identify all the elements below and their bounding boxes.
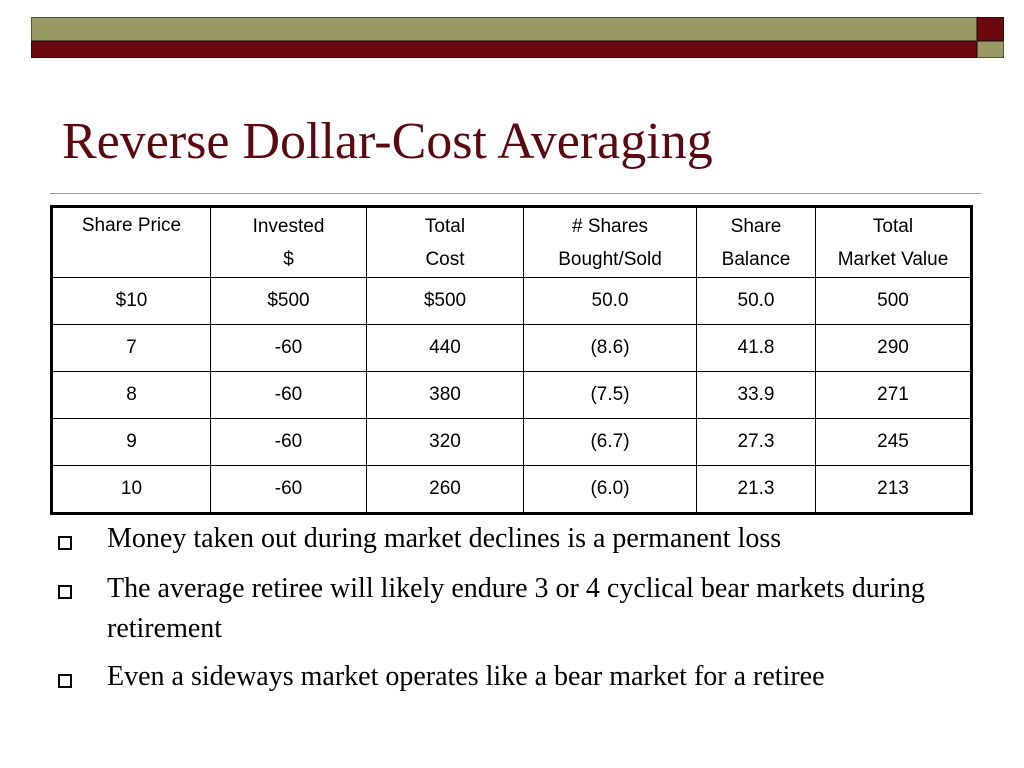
table-cell: 41.8 xyxy=(696,324,816,372)
slide-title: Reverse Dollar-Cost Averaging xyxy=(62,113,713,170)
table-cell: 320 xyxy=(366,418,524,466)
table-cell: -60 xyxy=(210,371,367,419)
table-cell: (7.5) xyxy=(523,371,697,419)
table-row: $10 $500 $500 50.0 50.0 500 xyxy=(51,277,972,325)
table-cell: -60 xyxy=(210,324,367,372)
col-header-line: $ xyxy=(283,248,294,270)
header-bar-olive xyxy=(31,17,977,41)
table-cell: 10 xyxy=(51,465,211,514)
table-cell: 213 xyxy=(815,465,972,514)
header-corner-square-olive xyxy=(977,41,1004,58)
data-table: Share Price Invested $ Total Cost # Shar… xyxy=(50,205,973,515)
table-cell: 7 xyxy=(51,324,211,372)
col-header-invested: Invested $ xyxy=(210,206,367,278)
col-header-total-cost: Total Cost xyxy=(366,206,524,278)
table-cell: (6.7) xyxy=(523,418,697,466)
col-header-line: # Shares xyxy=(571,215,649,237)
table-cell: $500 xyxy=(366,277,524,325)
title-divider xyxy=(50,193,981,194)
bullet-item: Even a sideways market operates like a b… xyxy=(58,658,998,696)
table-row: 9 -60 320 (6.7) 27.3 245 xyxy=(51,418,972,466)
table-row: 10 -60 260 (6.0) 21.3 213 xyxy=(51,465,972,514)
table-cell: 33.9 xyxy=(696,371,816,419)
header-bar-maroon xyxy=(31,41,977,58)
col-header-line: Balance xyxy=(721,248,791,270)
col-header-line: Share Price xyxy=(81,215,182,236)
col-header-line: Share xyxy=(730,215,782,237)
table-cell: $500 xyxy=(210,277,367,325)
bullet-text: The average retiree will likely endure 3… xyxy=(107,573,925,644)
table-cell: 50.0 xyxy=(523,277,697,325)
table-cell: 9 xyxy=(51,418,211,466)
hollow-square-bullet-icon xyxy=(58,674,72,688)
table-cell: 50.0 xyxy=(696,277,816,325)
col-header-total-market-value: Total Market Value xyxy=(815,206,972,278)
bullet-text: Money taken out during market declines i… xyxy=(107,523,782,554)
table-cell: 271 xyxy=(815,371,972,419)
bullet-item: The average retiree will likely endure 3… xyxy=(58,569,998,649)
col-header-line: Total xyxy=(424,215,466,237)
table-cell: (6.0) xyxy=(523,465,697,514)
col-header-line: Market Value xyxy=(837,248,949,270)
hollow-square-bullet-icon xyxy=(58,585,72,599)
table-cell: 27.3 xyxy=(696,418,816,466)
table-cell: 21.3 xyxy=(696,465,816,514)
table-cell: (8.6) xyxy=(523,324,697,372)
table-cell: 8 xyxy=(51,371,211,419)
col-header-share-price: Share Price xyxy=(51,206,211,278)
table-row: 7 -60 440 (8.6) 41.8 290 xyxy=(51,324,972,372)
col-header-line: Invested xyxy=(252,215,325,237)
table-cell: -60 xyxy=(210,418,367,466)
col-header-line: Cost xyxy=(425,248,465,270)
table-cell: 290 xyxy=(815,324,972,372)
bullet-item: Money taken out during market declines i… xyxy=(58,520,998,558)
col-header-line: Bought/Sold xyxy=(558,248,662,270)
table-cell: 380 xyxy=(366,371,524,419)
table-cell: 500 xyxy=(815,277,972,325)
bullet-list: Money taken out during market declines i… xyxy=(58,520,998,707)
col-header-share-balance: Share Balance xyxy=(696,206,816,278)
col-header-shares-bought-sold: # Shares Bought/Sold xyxy=(523,206,697,278)
table-cell: 245 xyxy=(815,418,972,466)
table-header-row: Share Price Invested $ Total Cost # Shar… xyxy=(51,206,972,278)
bullet-text: Even a sideways market operates like a b… xyxy=(107,661,825,692)
table-cell: $10 xyxy=(51,277,211,325)
table-row: 8 -60 380 (7.5) 33.9 271 xyxy=(51,371,972,419)
table-cell: -60 xyxy=(210,465,367,514)
table-cell: 260 xyxy=(366,465,524,514)
header-corner-square-maroon xyxy=(977,17,1004,41)
col-header-line: Total xyxy=(872,215,914,237)
hollow-square-bullet-icon xyxy=(58,536,72,550)
table-cell: 440 xyxy=(366,324,524,372)
